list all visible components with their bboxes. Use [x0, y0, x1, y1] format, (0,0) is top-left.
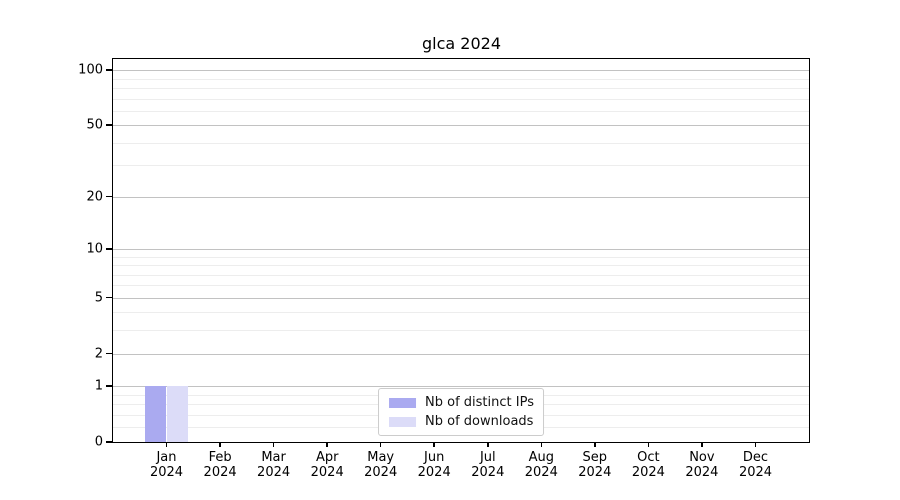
y-tick-mark [106, 195, 112, 198]
x-tick-label-line: Jul [479, 450, 496, 465]
bar-nb-of-distinct-ips [145, 386, 167, 442]
y-tick-label: 100 [78, 62, 103, 78]
y-tick-mark [106, 441, 112, 443]
x-tick-label-line: Mar [261, 450, 286, 465]
y-tick-label: 1 [94, 378, 103, 394]
x-tick-label-line: 2024 [685, 465, 719, 480]
x-tick-label: Sep 2024 [558, 450, 632, 480]
x-tick-mark [487, 442, 489, 447]
x-tick-label-line: 2024 [471, 465, 505, 480]
x-tick-label-line: Sep [582, 450, 608, 465]
x-tick-mark [165, 442, 168, 447]
y-gridline-major [113, 248, 809, 250]
x-tick-label-line: 2024 [149, 465, 184, 480]
x-tick-mark [754, 442, 757, 447]
y-gridline-minor [113, 312, 809, 314]
x-tick-label-line: Aug [528, 450, 554, 465]
x-tick-mark [326, 442, 328, 447]
x-tick-label: Aug 2024 [504, 450, 578, 480]
x-tick-mark [647, 442, 650, 447]
y-gridline-minor [113, 87, 809, 89]
y-gridline-major [113, 297, 809, 299]
x-tick-label-line: 2024 [257, 465, 291, 480]
y-gridline-minor [113, 165, 809, 167]
x-tick-mark [433, 442, 435, 447]
x-tick-label: Apr 2024 [290, 450, 364, 480]
x-tick-mark [219, 442, 221, 447]
x-tick-label: Oct 2024 [611, 450, 685, 480]
x-tick-label-line: 2024 [578, 465, 612, 480]
x-tick-label-line: 2024 [738, 465, 773, 480]
x-tick-mark [272, 442, 275, 447]
x-tick-label-line: 2024 [417, 465, 451, 480]
y-gridline-minor [113, 274, 809, 276]
y-tick-mark [106, 296, 112, 299]
y-tick-label: 2 [94, 346, 103, 361]
x-tick-label: Feb 2024 [183, 450, 257, 480]
x-tick-label-line: Feb [208, 450, 232, 465]
y-gridline-minor [113, 256, 809, 258]
y-tick-mark [106, 352, 112, 355]
x-tick-label-line: 2024 [310, 465, 344, 480]
legend-label-distinct-ips: Nb of distinct IPs [425, 395, 534, 410]
y-gridline-minor [113, 265, 809, 266]
x-tick-label: May 2024 [344, 450, 418, 480]
y-gridline-minor [113, 142, 809, 144]
x-tick-label-line: Nov [689, 450, 715, 465]
x-tick-label-line: 2024 [364, 465, 398, 480]
legend-swatch-distinct-ips [389, 397, 417, 408]
x-tick-label-line: Oct [637, 450, 660, 465]
x-tick-label-line: 2024 [631, 465, 665, 480]
y-gridline-minor [113, 330, 809, 332]
legend-swatch-downloads [389, 416, 417, 427]
legend-label-downloads: Nb of downloads [425, 414, 534, 429]
y-gridline-major [113, 70, 809, 72]
x-tick-label-line: May [367, 450, 395, 465]
y-tick-label: 10 [86, 241, 103, 257]
bar-nb-of-downloads [166, 386, 188, 442]
y-tick-label: 0 [94, 434, 103, 450]
y-gridline-minor [113, 78, 809, 80]
x-tick-mark [379, 442, 382, 447]
x-tick-mark [701, 442, 703, 447]
y-gridline-major [113, 353, 809, 355]
x-tick-label: Mar 2024 [237, 450, 311, 480]
y-gridline-major [113, 196, 809, 198]
x-tick-label: Jan 2024 [130, 450, 204, 480]
y-tick-label: 20 [86, 189, 103, 205]
x-tick-mark [594, 442, 596, 447]
x-tick-label: Dec 2024 [719, 450, 793, 480]
plot-area: Nb of distinct IPs Nb of downloads 0 1 2 5 1… [78, 58, 810, 480]
x-tick-label-line: Jun [424, 450, 445, 465]
x-tick-mark [540, 442, 543, 447]
y-gridline-minor [113, 110, 809, 112]
y-tick-mark [106, 69, 112, 71]
y-gridline-minor [113, 285, 809, 287]
y-tick-label: 50 [86, 117, 103, 133]
chart-title: glca 2024 [421, 34, 501, 53]
legend-row: Nb of distinct IPs [389, 395, 534, 410]
x-tick-label-line: Jan [156, 450, 177, 465]
x-tick-label-line: 2024 [203, 465, 237, 480]
legend-row: Nb of downloads [389, 414, 534, 429]
x-tick-label: Jun 2024 [397, 450, 471, 480]
x-tick-label: Jul 2024 [451, 450, 525, 480]
x-tick-label: Nov 2024 [665, 450, 739, 480]
y-tick-label: 5 [94, 290, 103, 306]
x-tick-label-line: 2024 [524, 465, 558, 480]
y-gridline-major [113, 125, 809, 127]
x-tick-label-line: Dec [742, 450, 769, 465]
y-tick-mark [106, 124, 112, 126]
legend: Nb of distinct IPs Nb of downloads [378, 388, 544, 436]
y-tick-mark [106, 248, 112, 250]
x-tick-label-line: Apr [315, 450, 339, 465]
y-gridline-minor [113, 98, 809, 100]
y-tick-mark [106, 385, 112, 387]
